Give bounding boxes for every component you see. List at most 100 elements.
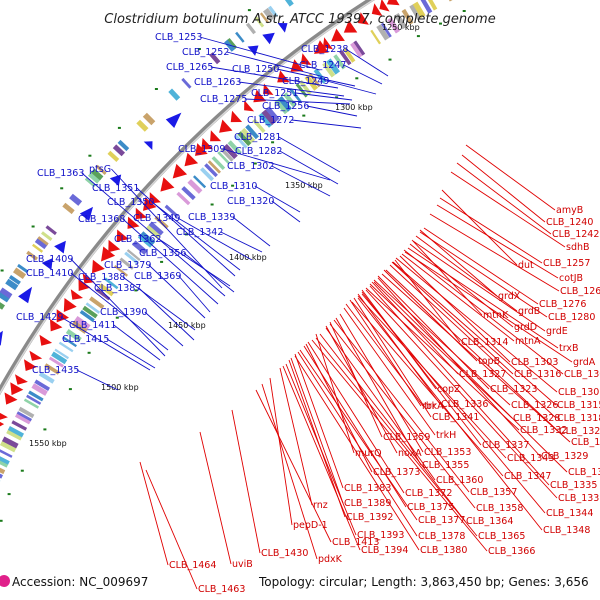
gene-label-clb_1411[interactable]: CLB_1411 [69, 320, 116, 331]
gene-label-clb_1359[interactable]: CLB_1359 [383, 432, 430, 443]
gene-label-clb_1337[interactable]: CLB_1337 [482, 440, 529, 451]
gene-label-clb_1360[interactable]: CLB_1360 [436, 475, 483, 486]
gene-label-trkh[interactable]: trkH [436, 430, 456, 441]
gene-label-clb_1343[interactable]: CLB_1343 [507, 453, 554, 464]
gene-label-grda[interactable]: grdA [573, 357, 596, 368]
gene-label-clb_1383[interactable]: CLB_1383 [344, 483, 391, 494]
gene-label-clb_1282[interactable]: CLB_1282 [235, 146, 282, 157]
gene-label-clb_1464[interactable]: CLB_1464 [169, 560, 216, 571]
gene-label-clb_1249[interactable]: CLB_1249 [282, 76, 329, 87]
gene-label-clb_1247[interactable]: CLB_1247 [299, 60, 346, 71]
gene-label-clb_1378[interactable]: CLB_1378 [418, 531, 465, 542]
gene-label-grdd[interactable]: grdD [514, 322, 537, 333]
gene-label-clb_1347[interactable]: CLB_1347 [504, 471, 551, 482]
gene-label-clb_1415[interactable]: CLB_1415 [62, 334, 109, 345]
gene-label-clb_1429[interactable]: CLB_1429 [16, 312, 63, 323]
gene-label-clb_1315[interactable]: CLB_1315 [557, 400, 600, 411]
gene-label-clb_1318[interactable]: CLB_1318 [557, 413, 600, 424]
gene-label-clb_1240[interactable]: CLB_1240 [546, 217, 593, 228]
gene-label-pepd-1[interactable]: pepD-1 [293, 520, 328, 531]
gene-label-clb_1335[interactable]: CLB_1335 [550, 480, 597, 491]
gene-label-clb_1300[interactable]: CLB_1300 [564, 369, 600, 380]
gene-label-uvib[interactable]: uviB [232, 559, 253, 570]
gene-label-clb_1375[interactable]: CLB_1375 [407, 502, 454, 513]
gene-label-clb_1344[interactable]: CLB_1344 [546, 508, 593, 519]
gene-label-clb_1409[interactable]: CLB_1409 [26, 254, 73, 265]
gene-label-clb_1463[interactable]: CLB_1463 [198, 584, 245, 595]
gene-label-clb_1430[interactable]: CLB_1430 [261, 548, 308, 559]
gene-label-clb_1242[interactable]: CLB_1242 [552, 229, 599, 240]
gene-label-clb_1276[interactable]: CLB_1276 [539, 299, 586, 310]
gene-label-clb_1309[interactable]: CLB_1309 [178, 144, 225, 155]
gene-label-clb_1357[interactable]: CLB_1357 [470, 487, 517, 498]
gene-label-clb_1303[interactable]: CLB_1303 [511, 357, 558, 368]
gene-label-clb_1238[interactable]: CLB_1238 [301, 44, 348, 55]
gene-label-clb_1358[interactable]: CLB_1358 [476, 503, 523, 514]
gene-label-clb_1265[interactable]: CLB_1265 [166, 62, 213, 73]
gene-label-grde[interactable]: grdE [546, 326, 568, 337]
gene-label-clb_1280[interactable]: CLB_1280 [548, 312, 595, 323]
gene-label-clb_1272[interactable]: CLB_1272 [247, 115, 294, 126]
gene-label-clb_1320[interactable]: CLB_1320 [227, 196, 274, 207]
gene-label-clb_1281[interactable]: CLB_1281 [234, 132, 281, 143]
gene-label-cotjb[interactable]: cotJB [559, 273, 583, 284]
gene-label-clb_1251[interactable]: CLB_1251 [251, 88, 298, 99]
gene-label-mtna[interactable]: mtnA [515, 336, 541, 347]
gene-label-clb_1314[interactable]: CLB_1314 [461, 337, 508, 348]
gene-label-clb_1332[interactable]: CLB_1332 [520, 425, 567, 436]
gene-label-clb_1368[interactable]: CLB_1368 [78, 214, 125, 225]
gene-label-clb_1349[interactable]: CLB_1349 [133, 213, 180, 224]
gene-label-clb_1353[interactable]: CLB_1353 [424, 447, 471, 458]
gene-label-clb_1328[interactable]: CLB_1328 [513, 413, 560, 424]
gene-label-clb_1342[interactable]: CLB_1342 [176, 227, 223, 238]
gene-label-clb_1308[interactable]: CLB_1308 [558, 387, 600, 398]
gene-label-clb_1365[interactable]: CLB_1365 [478, 531, 525, 542]
gene-label-dut[interactable]: dut [518, 260, 534, 271]
gene-label-clb_1263[interactable]: CLB_1263 [194, 77, 241, 88]
gene-label-clb_1364[interactable]: CLB_1364 [466, 516, 513, 527]
gene-label-clb_1326[interactable]: CLB_1326 [511, 400, 558, 411]
gene-label-clb_1356[interactable]: CLB_1356 [139, 248, 186, 259]
gene-label-clb_1348[interactable]: CLB_1348 [543, 525, 590, 536]
gene-label-clb_1256[interactable]: CLB_1256 [262, 101, 309, 112]
gene-label-clb_1363[interactable]: CLB_1363 [37, 168, 84, 179]
gene-label-trka[interactable]: trkA [424, 401, 444, 412]
gene-label-rbr[interactable]: rbr [422, 401, 436, 412]
gene-label-clb_1324[interactable]: CLB_1324 [571, 437, 600, 448]
gene-label-clb_1366[interactable]: CLB_1366 [488, 546, 535, 557]
gene-label-clb_1252[interactable]: CLB_1252 [182, 47, 229, 58]
gene-label-grdx[interactable]: grdX [498, 291, 521, 302]
gene-label-clb_1435[interactable]: CLB_1435 [32, 365, 79, 376]
gene-label-clb_1267[interactable]: CLB_1267 [560, 286, 600, 297]
gene-label-clb_1316[interactable]: CLB_1316 [514, 369, 561, 380]
gene-label-clb_1323[interactable]: CLB_1323 [490, 384, 537, 395]
gene-label-clb_1410[interactable]: CLB_1410 [26, 268, 73, 279]
gene-label-clb_1373[interactable]: CLB_1373 [373, 467, 420, 478]
gene-label-clb_1341[interactable]: CLB_1341 [432, 412, 479, 423]
gene-label-topb[interactable]: topB [478, 356, 500, 367]
gene-label-clb_1327[interactable]: CLB_1327 [459, 369, 506, 380]
gene-label-clb_1257[interactable]: CLB_1257 [543, 258, 590, 269]
gene-label-clb_1336[interactable]: CLB_1336 [441, 399, 488, 410]
gene-label-clb_1351[interactable]: CLB_1351 [92, 183, 139, 194]
gene-label-clb_1350[interactable]: CLB_1350 [107, 197, 154, 208]
gene-label-clb_1388[interactable]: CLB_1388 [78, 272, 125, 283]
gene-label-clb_1275[interactable]: CLB_1275 [200, 94, 247, 105]
gene-label-clb_1310[interactable]: CLB_1310 [210, 181, 257, 192]
gene-label-clb_1372[interactable]: CLB_1372 [405, 488, 452, 499]
gene-label-clb_1379[interactable]: CLB_1379 [104, 260, 151, 271]
gene-label-clb_1393[interactable]: CLB_1393 [357, 530, 404, 541]
gene-label-clb_1302[interactable]: CLB_1302 [227, 161, 274, 172]
gene-label-clb_1380[interactable]: CLB_1380 [420, 545, 467, 556]
gene-label-murq[interactable]: murQ [355, 448, 382, 459]
gene-label-pdxk[interactable]: pdxK [318, 554, 343, 565]
gene-label-clb_1329[interactable]: CLB_1329 [541, 451, 588, 462]
gene-label-clb_1387[interactable]: CLB_1387 [94, 283, 141, 294]
gene-label-clb_1377[interactable]: CLB_1377 [418, 515, 465, 526]
gene-label-clb_1331[interactable]: CLB_1331 [568, 467, 600, 478]
gene-label-rnz[interactable]: rnz [313, 500, 328, 511]
gene-label-amyb[interactable]: amyB [556, 205, 583, 216]
gene-label-sdhb[interactable]: sdhB [566, 242, 590, 253]
gene-label-clb_1369[interactable]: CLB_1369 [134, 271, 181, 282]
gene-label-clb_1250[interactable]: CLB_1250 [232, 64, 279, 75]
